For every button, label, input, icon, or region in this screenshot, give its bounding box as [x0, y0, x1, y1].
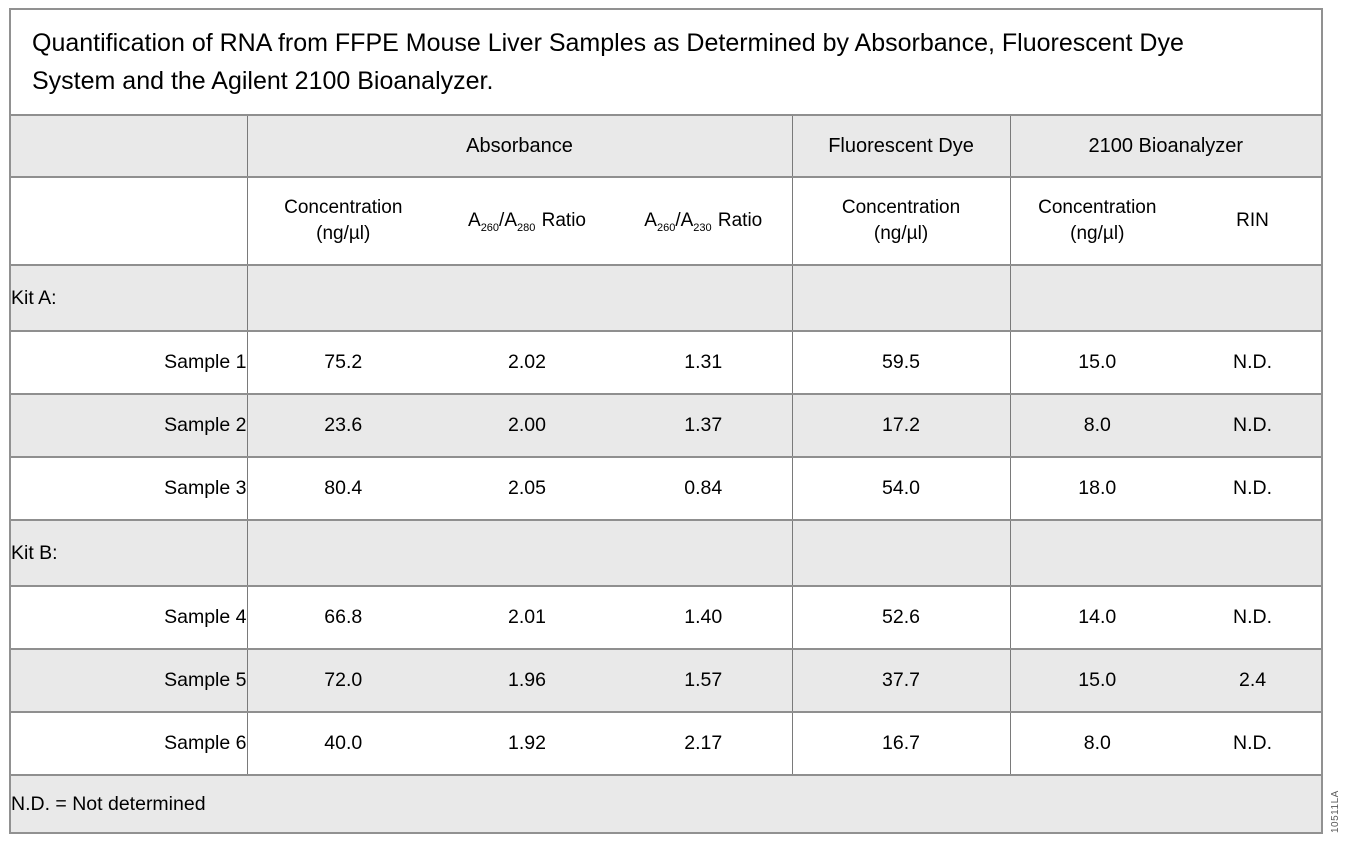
row-label: Sample 4 — [11, 585, 247, 649]
data-cell: 2.00 — [439, 393, 615, 457]
section-label: Kit A: — [11, 264, 247, 331]
data-cell: 8.0 — [1009, 393, 1185, 457]
data-cell: 40.0 — [246, 711, 439, 775]
data-cell: 1.96 — [439, 648, 615, 712]
column-group-bioanalyzer: 2100 Bioanalyzer — [1009, 114, 1322, 177]
header-concentration-units: (ng/µl) — [873, 223, 929, 244]
row-label: Sample 2 — [11, 393, 247, 457]
data-cell: 54.0 — [791, 456, 1011, 520]
ratio-subscript-260: 260 — [480, 222, 500, 234]
section-spacer — [791, 264, 1011, 331]
data-cell: 16.7 — [791, 711, 1011, 775]
data-cell: 80.4 — [246, 456, 439, 520]
page-title: Quantification of RNA from FFPE Mouse Li… — [11, 10, 1321, 114]
data-cell: N.D. — [1184, 330, 1322, 394]
page-title-line-1: Quantification of RNA from FFPE Mouse Li… — [32, 29, 1184, 57]
header-concentration-label: Concentration — [1038, 197, 1157, 218]
data-cell: 66.8 — [246, 585, 439, 649]
column-header-absorbance-concentration: Concentration (ng/µl) — [246, 176, 439, 265]
ratio-subscript-260: 260 — [656, 222, 676, 234]
section-spacer — [1009, 264, 1322, 331]
page-title-line-2: System and the Agilent 2100 Bioanalyzer. — [32, 67, 494, 95]
row-label: Sample 3 — [11, 456, 247, 520]
data-cell: 52.6 — [791, 585, 1011, 649]
table-row-sample-5: Sample 5 72.0 1.96 1.57 37.7 15.0 2.4 — [11, 648, 1322, 712]
data-cell: N.D. — [1184, 585, 1322, 649]
column-header-bioanalyzer-concentration: Concentration (ng/µl) — [1009, 176, 1185, 265]
section-spacer — [246, 519, 793, 586]
footnote: N.D. = Not determined — [11, 774, 1322, 832]
data-cell: 23.6 — [246, 393, 439, 457]
empty-header-cell — [11, 176, 247, 265]
column-header-dye-concentration: Concentration (ng/µl) — [791, 176, 1011, 265]
header-concentration-label: Concentration — [841, 197, 961, 218]
ratio-subscript-230: 230 — [693, 222, 712, 234]
ratio-word: Ratio — [541, 210, 586, 231]
data-cell: 15.0 — [1009, 330, 1185, 394]
column-header-a260-a280-ratio: A260/A280 Ratio — [439, 176, 615, 265]
section-spacer — [246, 264, 793, 331]
column-header-rin: RIN — [1184, 176, 1322, 265]
header-concentration-units: (ng/µl) — [316, 223, 371, 244]
data-cell: 18.0 — [1009, 456, 1185, 520]
data-cell: 2.17 — [615, 711, 793, 775]
row-label: Sample 5 — [11, 648, 247, 712]
data-cell: 2.4 — [1184, 648, 1322, 712]
data-cell: 75.2 — [246, 330, 439, 394]
section-spacer — [791, 519, 1011, 586]
ratio-slash: /A — [499, 210, 517, 231]
section-label: Kit B: — [11, 519, 247, 586]
data-cell: N.D. — [1184, 393, 1322, 457]
header-concentration-units: (ng/µl) — [1070, 223, 1125, 244]
section-row-kit-b: Kit B: — [11, 519, 1322, 586]
footnote-row: N.D. = Not determined — [11, 774, 1322, 832]
data-cell: 14.0 — [1009, 585, 1185, 649]
data-cell: 2.01 — [439, 585, 615, 649]
table-row-sample-4: Sample 4 66.8 2.01 1.40 52.6 14.0 N.D. — [11, 585, 1322, 649]
section-row-kit-a: Kit A: — [11, 264, 1322, 331]
data-cell: 59.5 — [791, 330, 1011, 394]
data-cell: 1.31 — [615, 330, 793, 394]
data-cell: 1.40 — [615, 585, 793, 649]
data-cell: 1.92 — [439, 711, 615, 775]
data-cell: 8.0 — [1009, 711, 1185, 775]
data-cell: 0.84 — [615, 456, 793, 520]
data-cell: 17.2 — [791, 393, 1011, 457]
ratio-slash: /A — [675, 210, 694, 231]
ratio-word: Ratio — [717, 210, 763, 231]
row-label: Sample 1 — [11, 330, 247, 394]
table-row-sample-2: Sample 2 23.6 2.00 1.37 17.2 8.0 N.D. — [11, 393, 1322, 457]
column-group-fluorescent-dye: Fluorescent Dye — [791, 114, 1011, 177]
column-group-absorbance: Absorbance — [246, 114, 793, 177]
data-cell: 2.02 — [439, 330, 615, 394]
figure-table: Quantification of RNA from FFPE Mouse Li… — [9, 8, 1323, 834]
row-label: Sample 6 — [11, 711, 247, 775]
ratio-base: A — [644, 210, 657, 231]
column-header-row: Concentration (ng/µl) A260/A280 Ratio A26… — [11, 176, 1322, 265]
data-cell: 1.57 — [615, 648, 793, 712]
corner-cell — [11, 114, 247, 177]
ratio-base: A — [468, 210, 481, 231]
data-cell: 15.0 — [1009, 648, 1185, 712]
column-group-header-row: Absorbance Fluorescent Dye 2100 Bioanaly… — [11, 114, 1322, 177]
data-cell: 2.05 — [439, 456, 615, 520]
header-concentration-label: Concentration — [284, 197, 403, 218]
data-cell: 37.7 — [791, 648, 1011, 712]
data-cell: N.D. — [1184, 711, 1322, 775]
table-row-sample-3: Sample 3 80.4 2.05 0.84 54.0 18.0 N.D. — [11, 456, 1322, 520]
data-cell: 1.37 — [615, 393, 793, 457]
rna-quantification-table: Absorbance Fluorescent Dye 2100 Bioanaly… — [11, 114, 1322, 832]
data-cell: N.D. — [1184, 456, 1322, 520]
ratio-subscript-280: 280 — [517, 222, 536, 234]
figure-number-watermark: 10511LA — [1330, 790, 1341, 833]
column-header-a260-a230-ratio: A260/A230 Ratio — [615, 176, 793, 265]
section-spacer — [1009, 519, 1322, 586]
table-row-sample-6: Sample 6 40.0 1.92 2.17 16.7 8.0 N.D. — [11, 711, 1322, 775]
table-row-sample-1: Sample 1 75.2 2.02 1.31 59.5 15.0 N.D. — [11, 330, 1322, 394]
data-cell: 72.0 — [246, 648, 439, 712]
